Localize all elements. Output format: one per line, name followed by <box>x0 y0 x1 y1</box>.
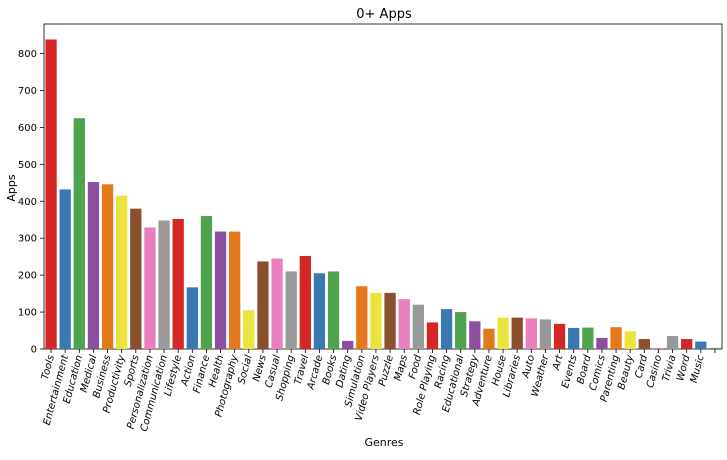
bar-arcade <box>313 273 326 349</box>
axes <box>43 23 723 350</box>
bar-educational <box>455 312 467 349</box>
bar-casual <box>271 258 283 349</box>
y-axis-ticks: 0 100 200 300 400 500 600 700 800 <box>18 49 44 356</box>
y-tick-label: 600 <box>18 123 37 134</box>
x-tick-label: Art <box>551 353 566 372</box>
bar-finance <box>200 216 213 349</box>
x-axis-label: Genres <box>364 436 403 449</box>
bar-parenting <box>610 327 622 349</box>
y-tick-label: 400 <box>18 197 37 208</box>
bar-simulation <box>356 286 368 349</box>
bar-tools <box>45 39 57 349</box>
bar-medical <box>87 182 100 349</box>
bar-role-playing <box>426 322 439 349</box>
bar-video-players <box>370 292 382 349</box>
bar-board <box>582 327 594 349</box>
bar-shopping <box>285 271 297 349</box>
bar-lifestyle <box>172 219 184 349</box>
y-tick-label: 100 <box>18 308 37 319</box>
bar-comics <box>596 337 608 349</box>
bar-adventure <box>483 328 495 349</box>
bar-auto <box>525 318 537 349</box>
bar-events <box>568 327 580 349</box>
bar-personalization <box>144 227 156 349</box>
bar-card <box>638 339 650 349</box>
bar-beauty <box>624 331 636 349</box>
bar-house <box>497 317 509 349</box>
bar-libraries <box>511 317 523 349</box>
y-axis-label: Apps <box>5 174 18 201</box>
bar-business <box>101 184 114 349</box>
bar-photography <box>229 231 241 349</box>
bar-casino <box>652 347 665 349</box>
bar-entertainment <box>59 189 71 349</box>
bar-unlabeled <box>709 347 721 349</box>
plot-frame <box>43 23 723 350</box>
bar-travel <box>299 255 311 349</box>
bar-dating <box>342 340 354 350</box>
bar-education <box>73 118 85 350</box>
bar-books <box>327 271 340 349</box>
y-tick-label: 0 <box>31 345 37 356</box>
bar-social <box>243 310 255 349</box>
y-tick-label: 500 <box>18 160 37 171</box>
y-tick-label: 700 <box>18 86 37 97</box>
bar-music <box>695 341 707 349</box>
bar-racing <box>440 309 453 349</box>
bar-news <box>257 261 269 349</box>
bar-health <box>214 231 227 349</box>
bar-art <box>553 323 566 349</box>
y-tick-label: 800 <box>18 49 37 60</box>
bar-food <box>412 304 424 349</box>
bar-trivia <box>666 336 679 349</box>
bar-action <box>186 287 198 349</box>
bar-weather <box>539 319 552 349</box>
x-axis-ticks: ToolsEntertainmentEducationMedicalBusine… <box>40 349 716 433</box>
chart-title: 0+ Apps <box>356 7 412 22</box>
bar-puzzle <box>384 292 396 349</box>
y-tick-label: 300 <box>18 234 37 245</box>
y-tick-label: 200 <box>18 271 37 282</box>
bars <box>45 39 721 350</box>
bar-maps <box>398 299 410 349</box>
bar-communication <box>158 220 170 349</box>
bar-sports <box>130 208 142 349</box>
bar-productivity <box>116 195 128 349</box>
bar-word <box>681 339 693 349</box>
bar-strategy <box>469 321 481 349</box>
